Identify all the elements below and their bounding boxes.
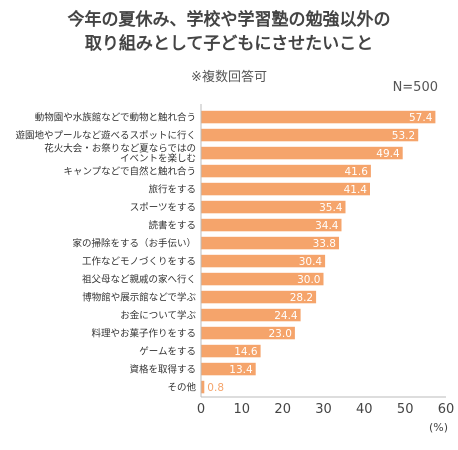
bar <box>201 272 324 286</box>
bar <box>201 362 256 376</box>
data-label: 34.4 <box>315 220 339 232</box>
category-label: 読書をする <box>148 220 196 232</box>
category-label: キャンプなどで自然と触れ合う <box>63 166 196 178</box>
bar <box>201 254 326 268</box>
bar <box>201 326 295 340</box>
category-label: 工作などモノづくりをする <box>82 256 196 268</box>
category-label: 家の掃除をする（お手伝い） <box>72 238 196 250</box>
category-label: その他 <box>167 382 196 394</box>
category-label: 花火大会・お祭りなど夏ならではの <box>44 143 196 155</box>
bar <box>201 218 342 232</box>
bar <box>201 182 370 196</box>
page-title: 今年の夏休み、学校や学習塾の勉強以外の 取り組みとして子どもにさせたいこと <box>0 8 458 56</box>
category-label: スポーツをする <box>130 203 196 214</box>
x-tick-label: 30 <box>315 402 332 417</box>
category-label: 博物館や展示館などで学ぶ <box>82 292 196 304</box>
data-label: 13.4 <box>229 364 253 376</box>
bar <box>201 146 403 160</box>
data-label: 23.0 <box>269 328 292 340</box>
data-label: 14.6 <box>234 346 258 358</box>
category-label: 遊園地やプールなど遊べるスポットに行く <box>15 130 196 142</box>
category-label: 動物園や水族館などで動物と触れ合う <box>35 112 196 124</box>
bar <box>201 344 261 358</box>
category-label: お金について学ぶ <box>120 310 196 322</box>
sample-size: N=500 <box>392 80 438 95</box>
x-tick-label: 60 <box>438 402 455 417</box>
x-tick-label: 10 <box>234 402 251 417</box>
x-unit-label: (%) <box>429 421 448 434</box>
bar <box>201 308 301 322</box>
bar <box>201 110 436 124</box>
category-label: 旅行をする <box>148 184 196 196</box>
data-label: 0.8 <box>207 382 224 394</box>
category-label: 祖父母など親戚の家へ行く <box>82 274 196 286</box>
data-label: 49.4 <box>376 148 400 160</box>
title-line-2: 取り組みとして子どもにさせたいこと <box>84 34 374 54</box>
bar <box>201 236 339 250</box>
x-tick-label: 50 <box>397 402 414 417</box>
data-label: 24.4 <box>274 310 298 322</box>
bar <box>201 380 205 394</box>
data-label: 41.6 <box>345 166 369 178</box>
data-label: 30.4 <box>299 256 323 268</box>
x-tick-label: 20 <box>274 402 291 417</box>
category-label: イベントを楽しむ <box>120 153 196 165</box>
data-label: 28.2 <box>290 292 313 304</box>
bar <box>201 200 346 214</box>
bar <box>201 290 317 304</box>
x-tick-label: 0 <box>197 402 205 417</box>
data-label: 53.2 <box>392 130 415 142</box>
data-label: 57.4 <box>409 112 433 124</box>
category-label: 資格を取得する <box>129 364 196 376</box>
bar <box>201 164 371 178</box>
data-label: 35.4 <box>319 202 343 214</box>
title-line-1: 今年の夏休み、学校や学習塾の勉強以外の <box>67 10 391 30</box>
category-label: 料理やお菓子作りをする <box>91 328 196 340</box>
data-label: 33.8 <box>313 238 336 250</box>
subtitle: ※複数回答可 <box>191 70 267 85</box>
bar <box>201 128 419 142</box>
data-label: 30.0 <box>297 274 320 286</box>
category-label: ゲームをする <box>139 346 196 358</box>
data-label: 41.4 <box>344 184 368 196</box>
x-tick-label: 40 <box>356 402 373 417</box>
